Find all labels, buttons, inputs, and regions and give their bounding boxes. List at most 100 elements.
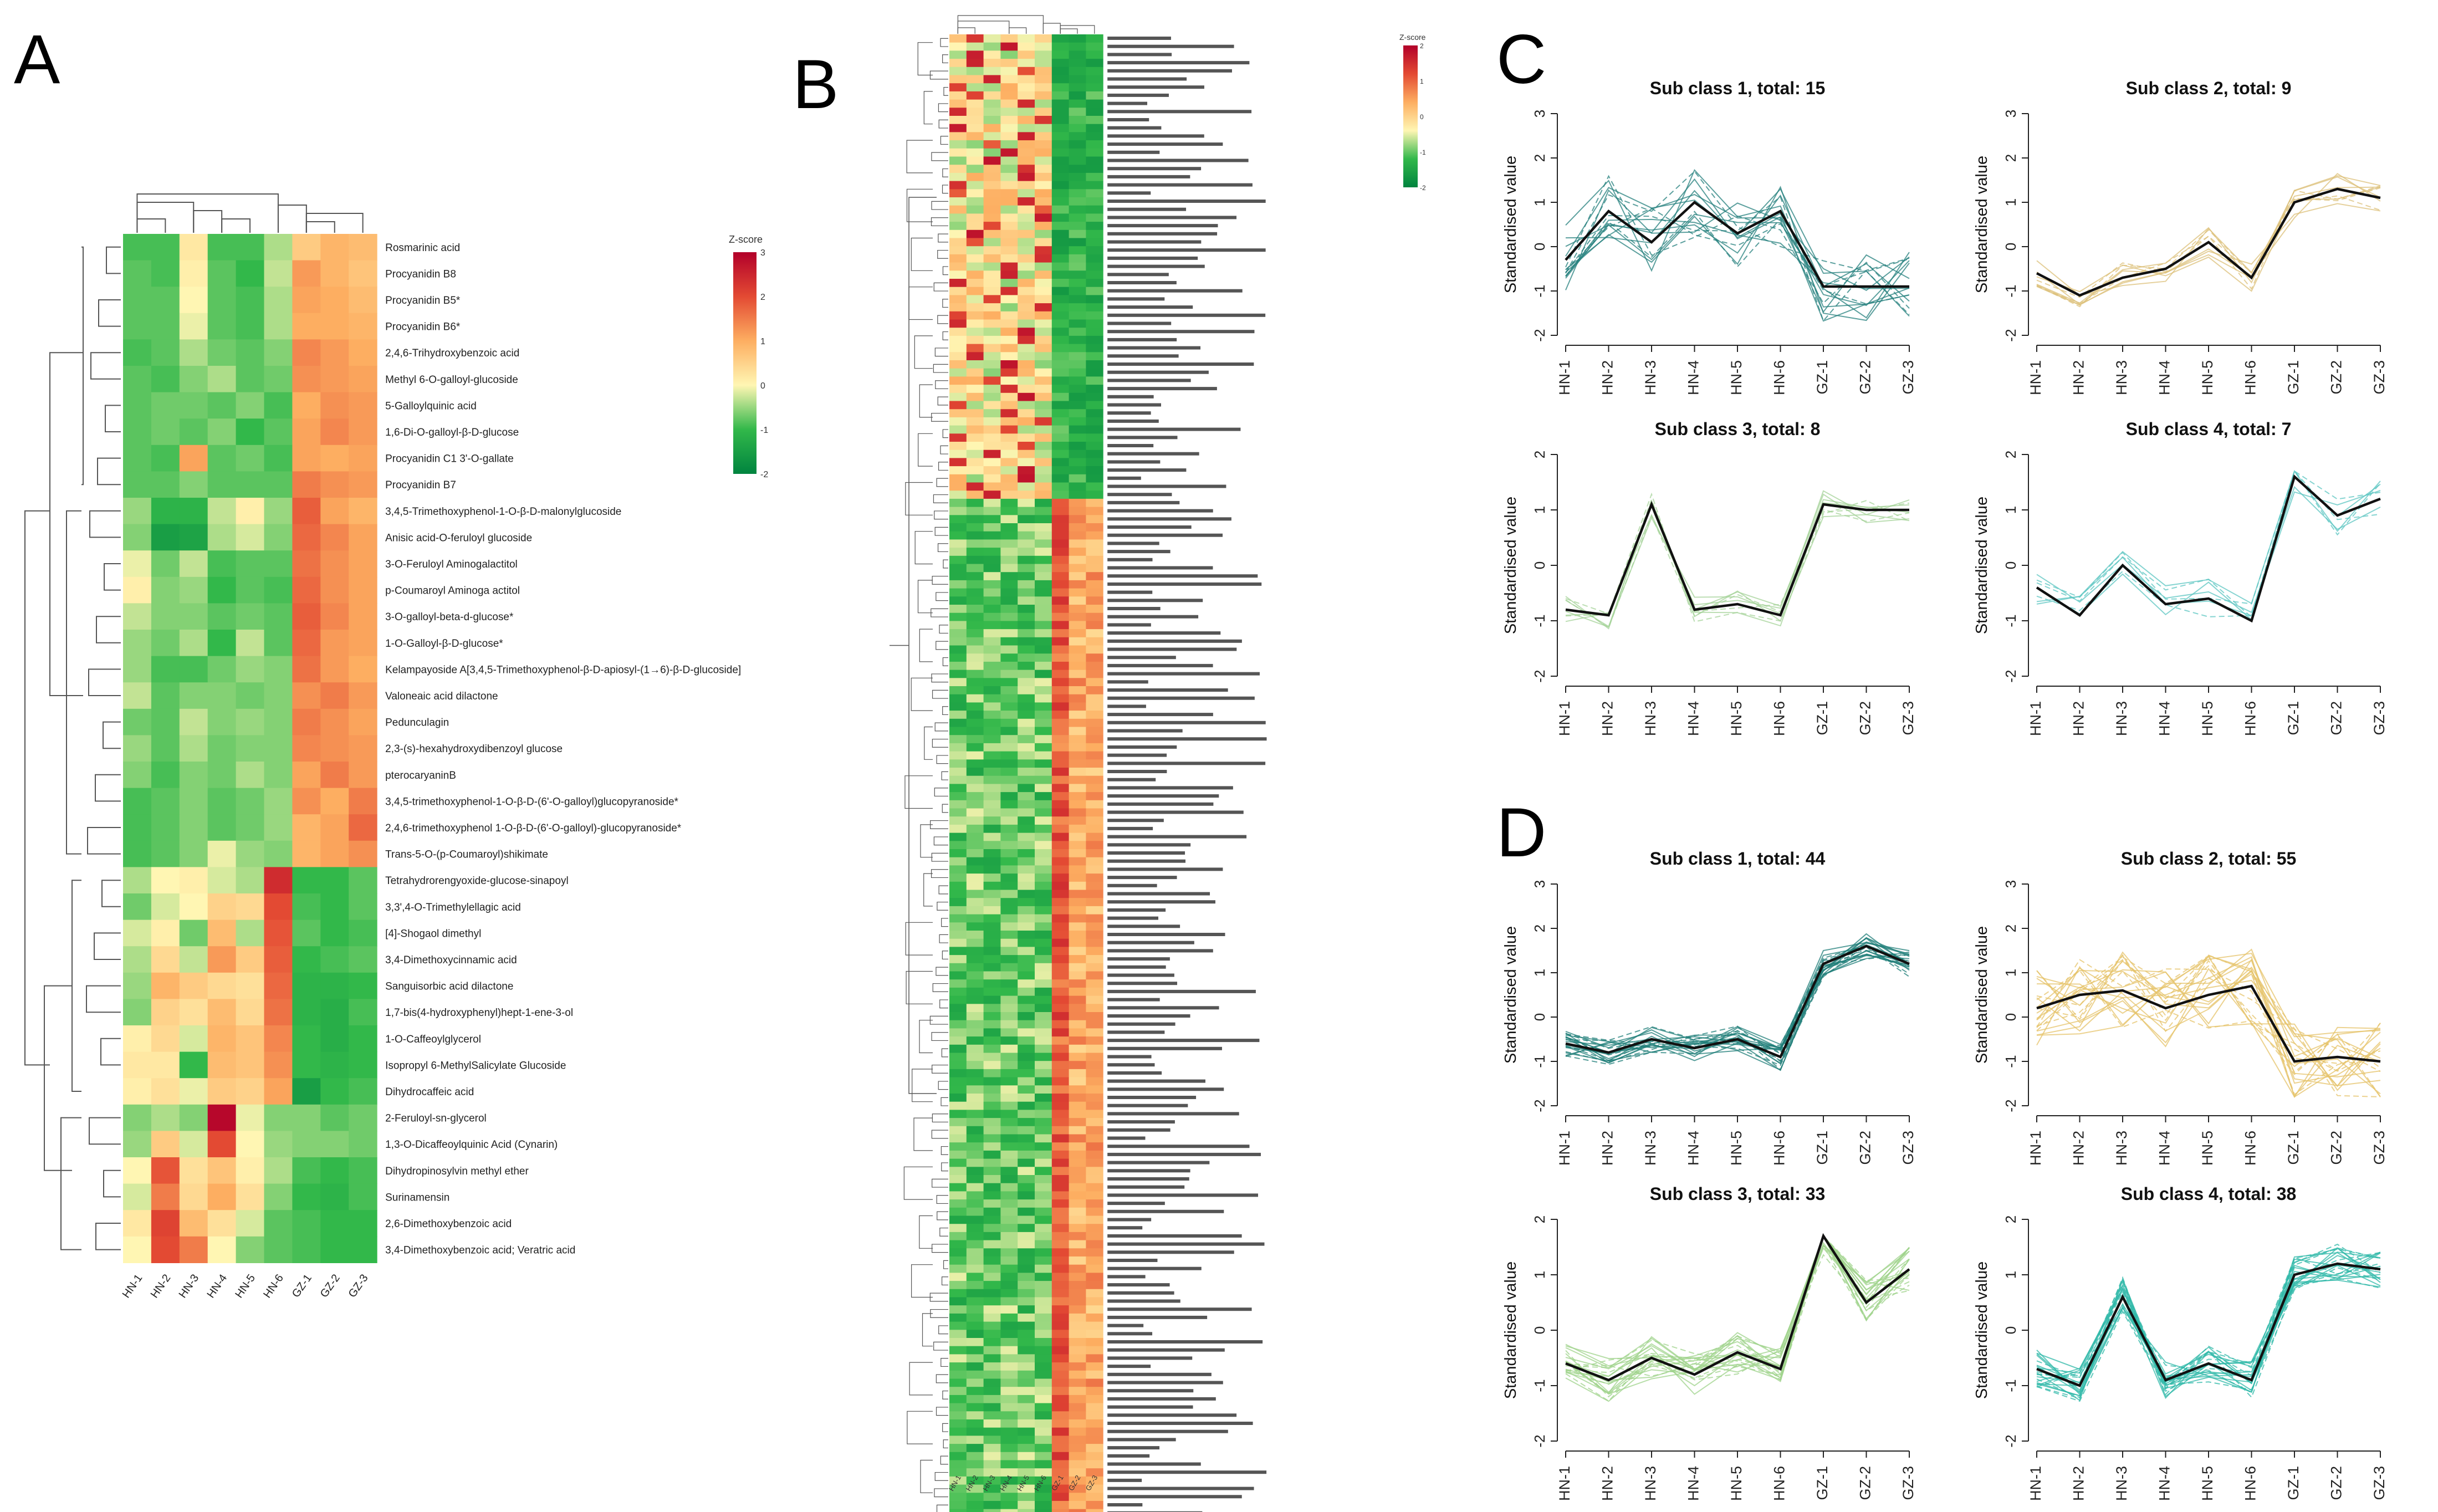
heatmap-b-cell bbox=[1069, 1044, 1086, 1053]
heatmap-b-cell bbox=[1051, 229, 1070, 238]
heatmap-b-cell bbox=[966, 1118, 984, 1127]
heatmap-a-cell bbox=[320, 840, 349, 867]
heatmap-b-cell bbox=[1051, 678, 1070, 687]
heatmap-b-cell bbox=[1018, 1199, 1035, 1208]
member-profile-line bbox=[2036, 969, 2381, 1072]
heatmap-b-cell bbox=[1035, 922, 1052, 931]
heatmap-b-cell bbox=[1051, 172, 1070, 182]
heatmap-a-cell bbox=[349, 1078, 377, 1105]
heatmap-a-cell bbox=[151, 708, 180, 735]
heatmap-b-cell bbox=[966, 1110, 984, 1118]
heatmap-b-cell bbox=[966, 718, 984, 727]
heatmap-b-cell bbox=[1086, 1460, 1103, 1469]
heatmap-b-cell bbox=[1051, 1004, 1070, 1013]
heatmap-a-cell bbox=[207, 788, 237, 815]
member-profile-line bbox=[1565, 187, 1910, 317]
heatmap-b-cell bbox=[1000, 1077, 1018, 1086]
heatmap-a-cell bbox=[349, 630, 377, 657]
heatmap-b-cell bbox=[1051, 1224, 1070, 1233]
heatmap-b-cell bbox=[1000, 816, 1018, 825]
heatmap-b-cell bbox=[1086, 1028, 1103, 1037]
heatmap-b-cell bbox=[1000, 718, 1018, 727]
heatmap-b-cell bbox=[1051, 246, 1070, 255]
heatmap-b-cell bbox=[1086, 466, 1103, 475]
heatmap-b-cell bbox=[1051, 124, 1070, 132]
dendrogram-branch bbox=[94, 932, 121, 960]
heatmap-b-cell bbox=[966, 678, 984, 687]
heatmap-a-cell bbox=[320, 1236, 349, 1263]
heatmap-a-cell bbox=[264, 867, 293, 894]
heatmap-a-cell bbox=[264, 287, 293, 314]
heatmap-b-cell bbox=[966, 1224, 984, 1233]
heatmap-b-row-label bbox=[1107, 1250, 1234, 1254]
heatmap-b-cell bbox=[1018, 816, 1035, 825]
heatmap-b-row-label bbox=[1107, 566, 1213, 570]
heatmap-b-row-label bbox=[1107, 346, 1201, 350]
heatmap-b-cell bbox=[966, 1150, 984, 1159]
heatmap-a-cell bbox=[236, 313, 265, 340]
heatmap-b-cell bbox=[949, 1338, 967, 1347]
heatmap-a-cell bbox=[207, 576, 237, 604]
heatmap-b-cell bbox=[983, 1452, 1001, 1460]
heatmap-a-cell bbox=[264, 1183, 293, 1210]
y-tick-label: -2 bbox=[1531, 1434, 1548, 1447]
heatmap-b-cell bbox=[983, 792, 1001, 801]
heatmap-b-cell bbox=[1018, 1338, 1035, 1347]
heatmap-b-cell bbox=[1086, 987, 1103, 997]
heatmap-b-cell bbox=[1086, 75, 1103, 84]
member-profile-line bbox=[2036, 185, 2381, 298]
heatmap-b-cell bbox=[949, 99, 967, 108]
heatmap-b-cell bbox=[1018, 311, 1035, 320]
heatmap-b-cell bbox=[1069, 1354, 1086, 1363]
heatmap-b-cell bbox=[1018, 458, 1035, 467]
heatmap-b-cell bbox=[1086, 1053, 1103, 1061]
heatmap-b-cell bbox=[1035, 605, 1052, 614]
heatmap-a-cell bbox=[179, 313, 208, 340]
heatmap-b-cell bbox=[1035, 1248, 1052, 1257]
heatmap-b-row-label bbox=[1107, 1389, 1194, 1393]
heatmap-b-cell bbox=[1086, 67, 1103, 75]
heatmap-b-cell bbox=[1069, 279, 1086, 288]
panel-b-row-dendrogram bbox=[890, 38, 948, 1512]
heatmap-b-cell bbox=[1051, 922, 1070, 931]
heatmap-b-cell bbox=[983, 727, 1001, 735]
heatmap-b-cell bbox=[966, 83, 984, 92]
heatmap-a-cell bbox=[292, 392, 321, 419]
y-tick-label: 3 bbox=[2002, 110, 2019, 118]
heatmap-b-cell bbox=[966, 1387, 984, 1396]
heatmap-b-cell bbox=[949, 91, 967, 100]
heatmap-a-cell bbox=[207, 762, 237, 789]
heatmap-b-cell bbox=[1000, 1110, 1018, 1118]
heatmap-b-cell bbox=[1000, 262, 1018, 271]
heatmap-b-cell bbox=[1000, 197, 1018, 206]
heatmap-b-row-label bbox=[1107, 696, 1255, 700]
heatmap-b-cell bbox=[966, 1403, 984, 1412]
heatmap-a-row-label: Kelampayoside A[3,4,5-Trimethoxyphenol-β… bbox=[385, 664, 741, 676]
x-tick-label: HN-4 bbox=[1685, 360, 1702, 395]
heatmap-b-cell bbox=[1069, 229, 1086, 238]
heatmap-b-cell bbox=[1035, 1077, 1052, 1086]
heatmap-a-cell bbox=[151, 603, 180, 630]
heatmap-b-cell bbox=[1086, 1077, 1103, 1086]
heatmap-b-cell bbox=[1069, 401, 1086, 410]
member-profile-line bbox=[1565, 169, 1910, 308]
heatmap-b-cell bbox=[1018, 401, 1035, 410]
heatmap-b-cell bbox=[1035, 335, 1052, 345]
heatmap-a-cell bbox=[179, 788, 208, 815]
heatmap-b-cell bbox=[1000, 385, 1018, 394]
heatmap-b-cell bbox=[1018, 1085, 1035, 1094]
heatmap-a-cell bbox=[207, 630, 237, 657]
heatmap-b-cell bbox=[1018, 874, 1035, 882]
heatmap-b-cell bbox=[1035, 1460, 1052, 1469]
heatmap-b-cell bbox=[1086, 1509, 1103, 1512]
heatmap-b-cell bbox=[983, 1224, 1001, 1233]
heatmap-a-cell bbox=[123, 1078, 152, 1105]
heatmap-b-cell bbox=[1018, 702, 1035, 711]
heatmap-b-cell bbox=[1086, 498, 1103, 508]
heatmap-b-row-label bbox=[1107, 802, 1214, 806]
heatmap-b-cell bbox=[949, 523, 967, 532]
heatmap-b-cell bbox=[1069, 1004, 1086, 1013]
heatmap-b-cell bbox=[966, 1436, 984, 1444]
y-tick-label: 0 bbox=[2002, 561, 2019, 569]
heatmap-b-cell bbox=[1035, 156, 1052, 165]
